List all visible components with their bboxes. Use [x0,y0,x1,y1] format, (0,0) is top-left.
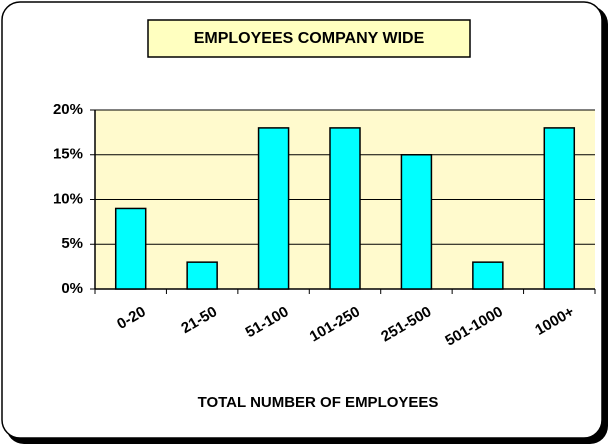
x-axis-title: TOTAL NUMBER OF EMPLOYEES [198,394,439,411]
bar [114,207,147,290]
bar [543,127,576,290]
bar [257,127,290,290]
title-box [147,19,471,58]
y-tick-label: 5% [61,235,83,252]
bar [329,127,361,290]
y-tick-label: 10% [53,190,83,207]
y-tick-label: 15% [53,146,83,163]
bar [472,261,504,290]
y-tick-label: 20% [53,101,83,118]
bar [400,154,433,290]
chart-title: EMPLOYEES COMPANY WIDE [194,30,425,47]
bar [186,261,218,290]
y-tick-label: 0% [61,280,83,297]
